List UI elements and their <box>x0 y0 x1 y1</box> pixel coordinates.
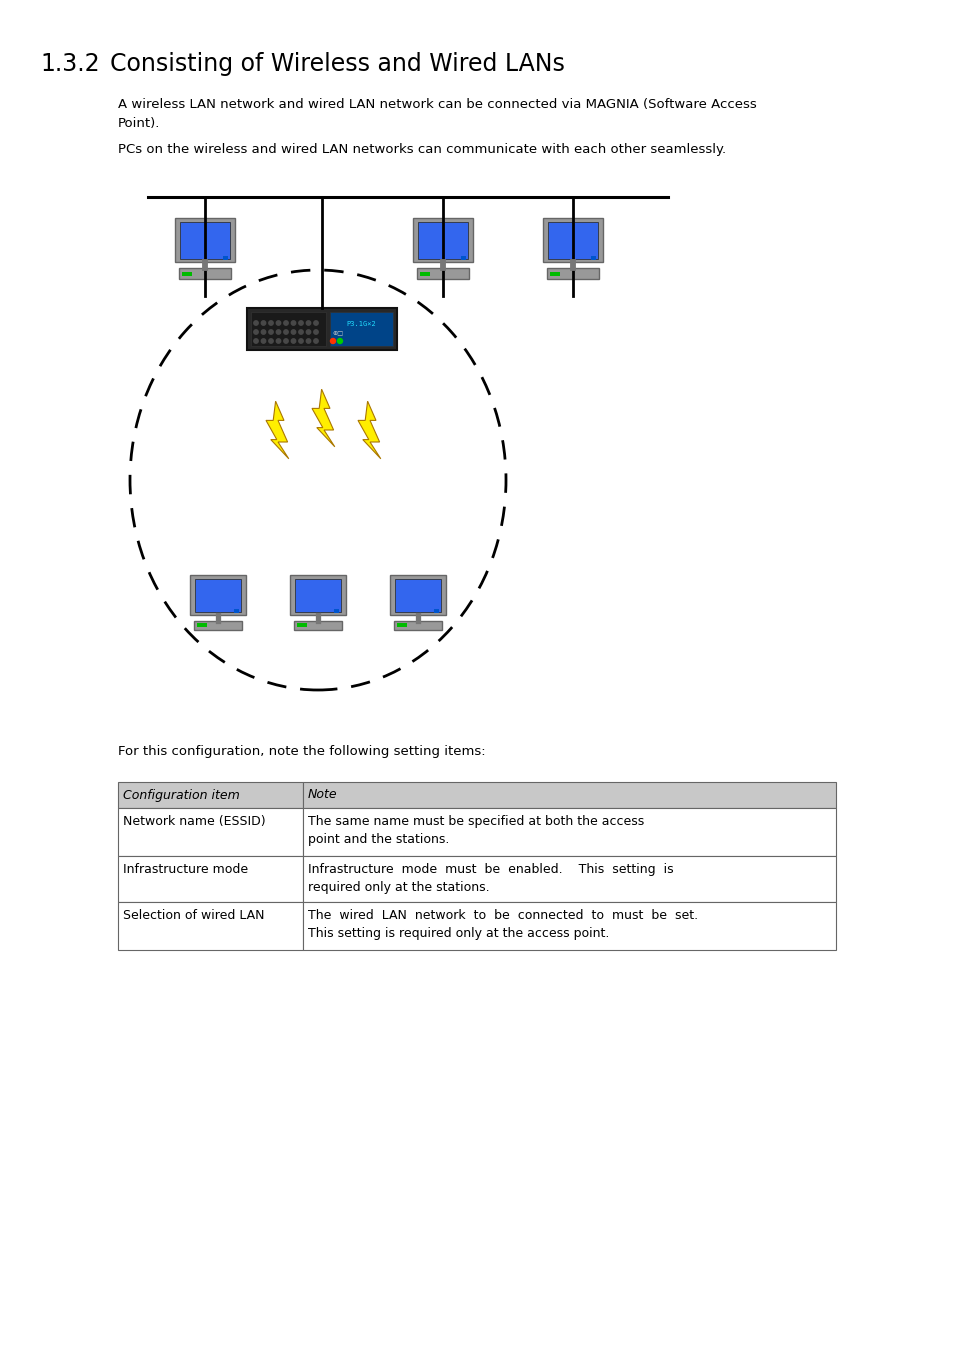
Text: Note: Note <box>308 789 337 801</box>
Circle shape <box>253 339 258 343</box>
FancyBboxPatch shape <box>390 576 445 615</box>
FancyBboxPatch shape <box>416 269 469 278</box>
Circle shape <box>330 339 335 343</box>
Circle shape <box>314 320 318 326</box>
Circle shape <box>269 330 273 334</box>
FancyBboxPatch shape <box>547 222 598 259</box>
Circle shape <box>306 330 311 334</box>
Circle shape <box>283 320 288 326</box>
FancyBboxPatch shape <box>290 576 345 615</box>
Circle shape <box>269 339 273 343</box>
FancyBboxPatch shape <box>549 272 559 276</box>
Circle shape <box>261 339 266 343</box>
FancyBboxPatch shape <box>182 272 193 276</box>
FancyBboxPatch shape <box>303 808 835 857</box>
FancyBboxPatch shape <box>546 269 598 278</box>
FancyBboxPatch shape <box>460 255 466 259</box>
Circle shape <box>291 339 295 343</box>
Circle shape <box>283 339 288 343</box>
Circle shape <box>283 330 288 334</box>
Text: The same name must be specified at both the access
point and the stations.: The same name must be specified at both … <box>308 815 643 846</box>
Circle shape <box>276 339 280 343</box>
FancyBboxPatch shape <box>174 218 235 262</box>
Text: PCs on the wireless and wired LAN networks can communicate with each other seaml: PCs on the wireless and wired LAN networ… <box>118 143 725 155</box>
FancyBboxPatch shape <box>396 623 406 627</box>
Polygon shape <box>312 389 335 447</box>
FancyBboxPatch shape <box>194 620 241 630</box>
FancyBboxPatch shape <box>178 269 231 278</box>
Circle shape <box>314 330 318 334</box>
Text: Network name (ESSID): Network name (ESSID) <box>123 815 265 828</box>
Circle shape <box>261 320 266 326</box>
FancyBboxPatch shape <box>419 272 430 276</box>
Circle shape <box>269 320 273 326</box>
FancyBboxPatch shape <box>223 255 228 259</box>
FancyBboxPatch shape <box>197 623 207 627</box>
FancyBboxPatch shape <box>118 808 303 857</box>
FancyBboxPatch shape <box>233 609 238 613</box>
FancyBboxPatch shape <box>296 623 306 627</box>
FancyBboxPatch shape <box>434 609 438 613</box>
FancyBboxPatch shape <box>330 312 393 346</box>
FancyBboxPatch shape <box>303 782 835 808</box>
Text: Infrastructure mode: Infrastructure mode <box>123 863 248 875</box>
Polygon shape <box>357 401 380 459</box>
FancyBboxPatch shape <box>294 620 341 630</box>
FancyBboxPatch shape <box>590 255 596 259</box>
FancyBboxPatch shape <box>412 218 473 262</box>
FancyBboxPatch shape <box>334 609 338 613</box>
Circle shape <box>306 320 311 326</box>
FancyBboxPatch shape <box>294 578 340 612</box>
FancyBboxPatch shape <box>542 218 603 262</box>
Text: 1.3.2: 1.3.2 <box>40 51 99 76</box>
FancyBboxPatch shape <box>395 578 440 612</box>
Circle shape <box>253 320 258 326</box>
Text: P3.1G×2: P3.1G×2 <box>346 322 376 327</box>
Text: Selection of wired LAN: Selection of wired LAN <box>123 909 264 921</box>
Circle shape <box>337 339 342 343</box>
FancyBboxPatch shape <box>303 857 835 902</box>
FancyBboxPatch shape <box>417 222 468 259</box>
Text: Infrastructure  mode  must  be  enabled.    This  setting  is
required only at t: Infrastructure mode must be enabled. Thi… <box>308 863 673 894</box>
Text: ⊕□: ⊕□ <box>332 331 343 336</box>
Circle shape <box>276 320 280 326</box>
Circle shape <box>276 330 280 334</box>
Circle shape <box>291 320 295 326</box>
FancyBboxPatch shape <box>251 312 326 346</box>
FancyBboxPatch shape <box>303 902 835 950</box>
FancyBboxPatch shape <box>191 576 245 615</box>
Circle shape <box>253 330 258 334</box>
Circle shape <box>298 339 303 343</box>
FancyBboxPatch shape <box>247 308 396 350</box>
FancyBboxPatch shape <box>118 902 303 950</box>
FancyBboxPatch shape <box>179 222 230 259</box>
Circle shape <box>298 320 303 326</box>
Circle shape <box>314 339 318 343</box>
Circle shape <box>306 339 311 343</box>
Text: Configuration item: Configuration item <box>123 789 239 801</box>
Polygon shape <box>266 401 289 459</box>
Text: Consisting of Wireless and Wired LANs: Consisting of Wireless and Wired LANs <box>95 51 564 76</box>
Circle shape <box>291 330 295 334</box>
Text: For this configuration, note the following setting items:: For this configuration, note the followi… <box>118 744 485 758</box>
Text: A wireless LAN network and wired LAN network can be connected via MAGNIA (Softwa: A wireless LAN network and wired LAN net… <box>118 99 756 130</box>
Circle shape <box>261 330 266 334</box>
FancyBboxPatch shape <box>394 620 441 630</box>
FancyBboxPatch shape <box>118 782 303 808</box>
Circle shape <box>298 330 303 334</box>
Text: The  wired  LAN  network  to  be  connected  to  must  be  set.
This setting is : The wired LAN network to be connected to… <box>308 909 698 940</box>
FancyBboxPatch shape <box>195 578 240 612</box>
FancyBboxPatch shape <box>118 857 303 902</box>
